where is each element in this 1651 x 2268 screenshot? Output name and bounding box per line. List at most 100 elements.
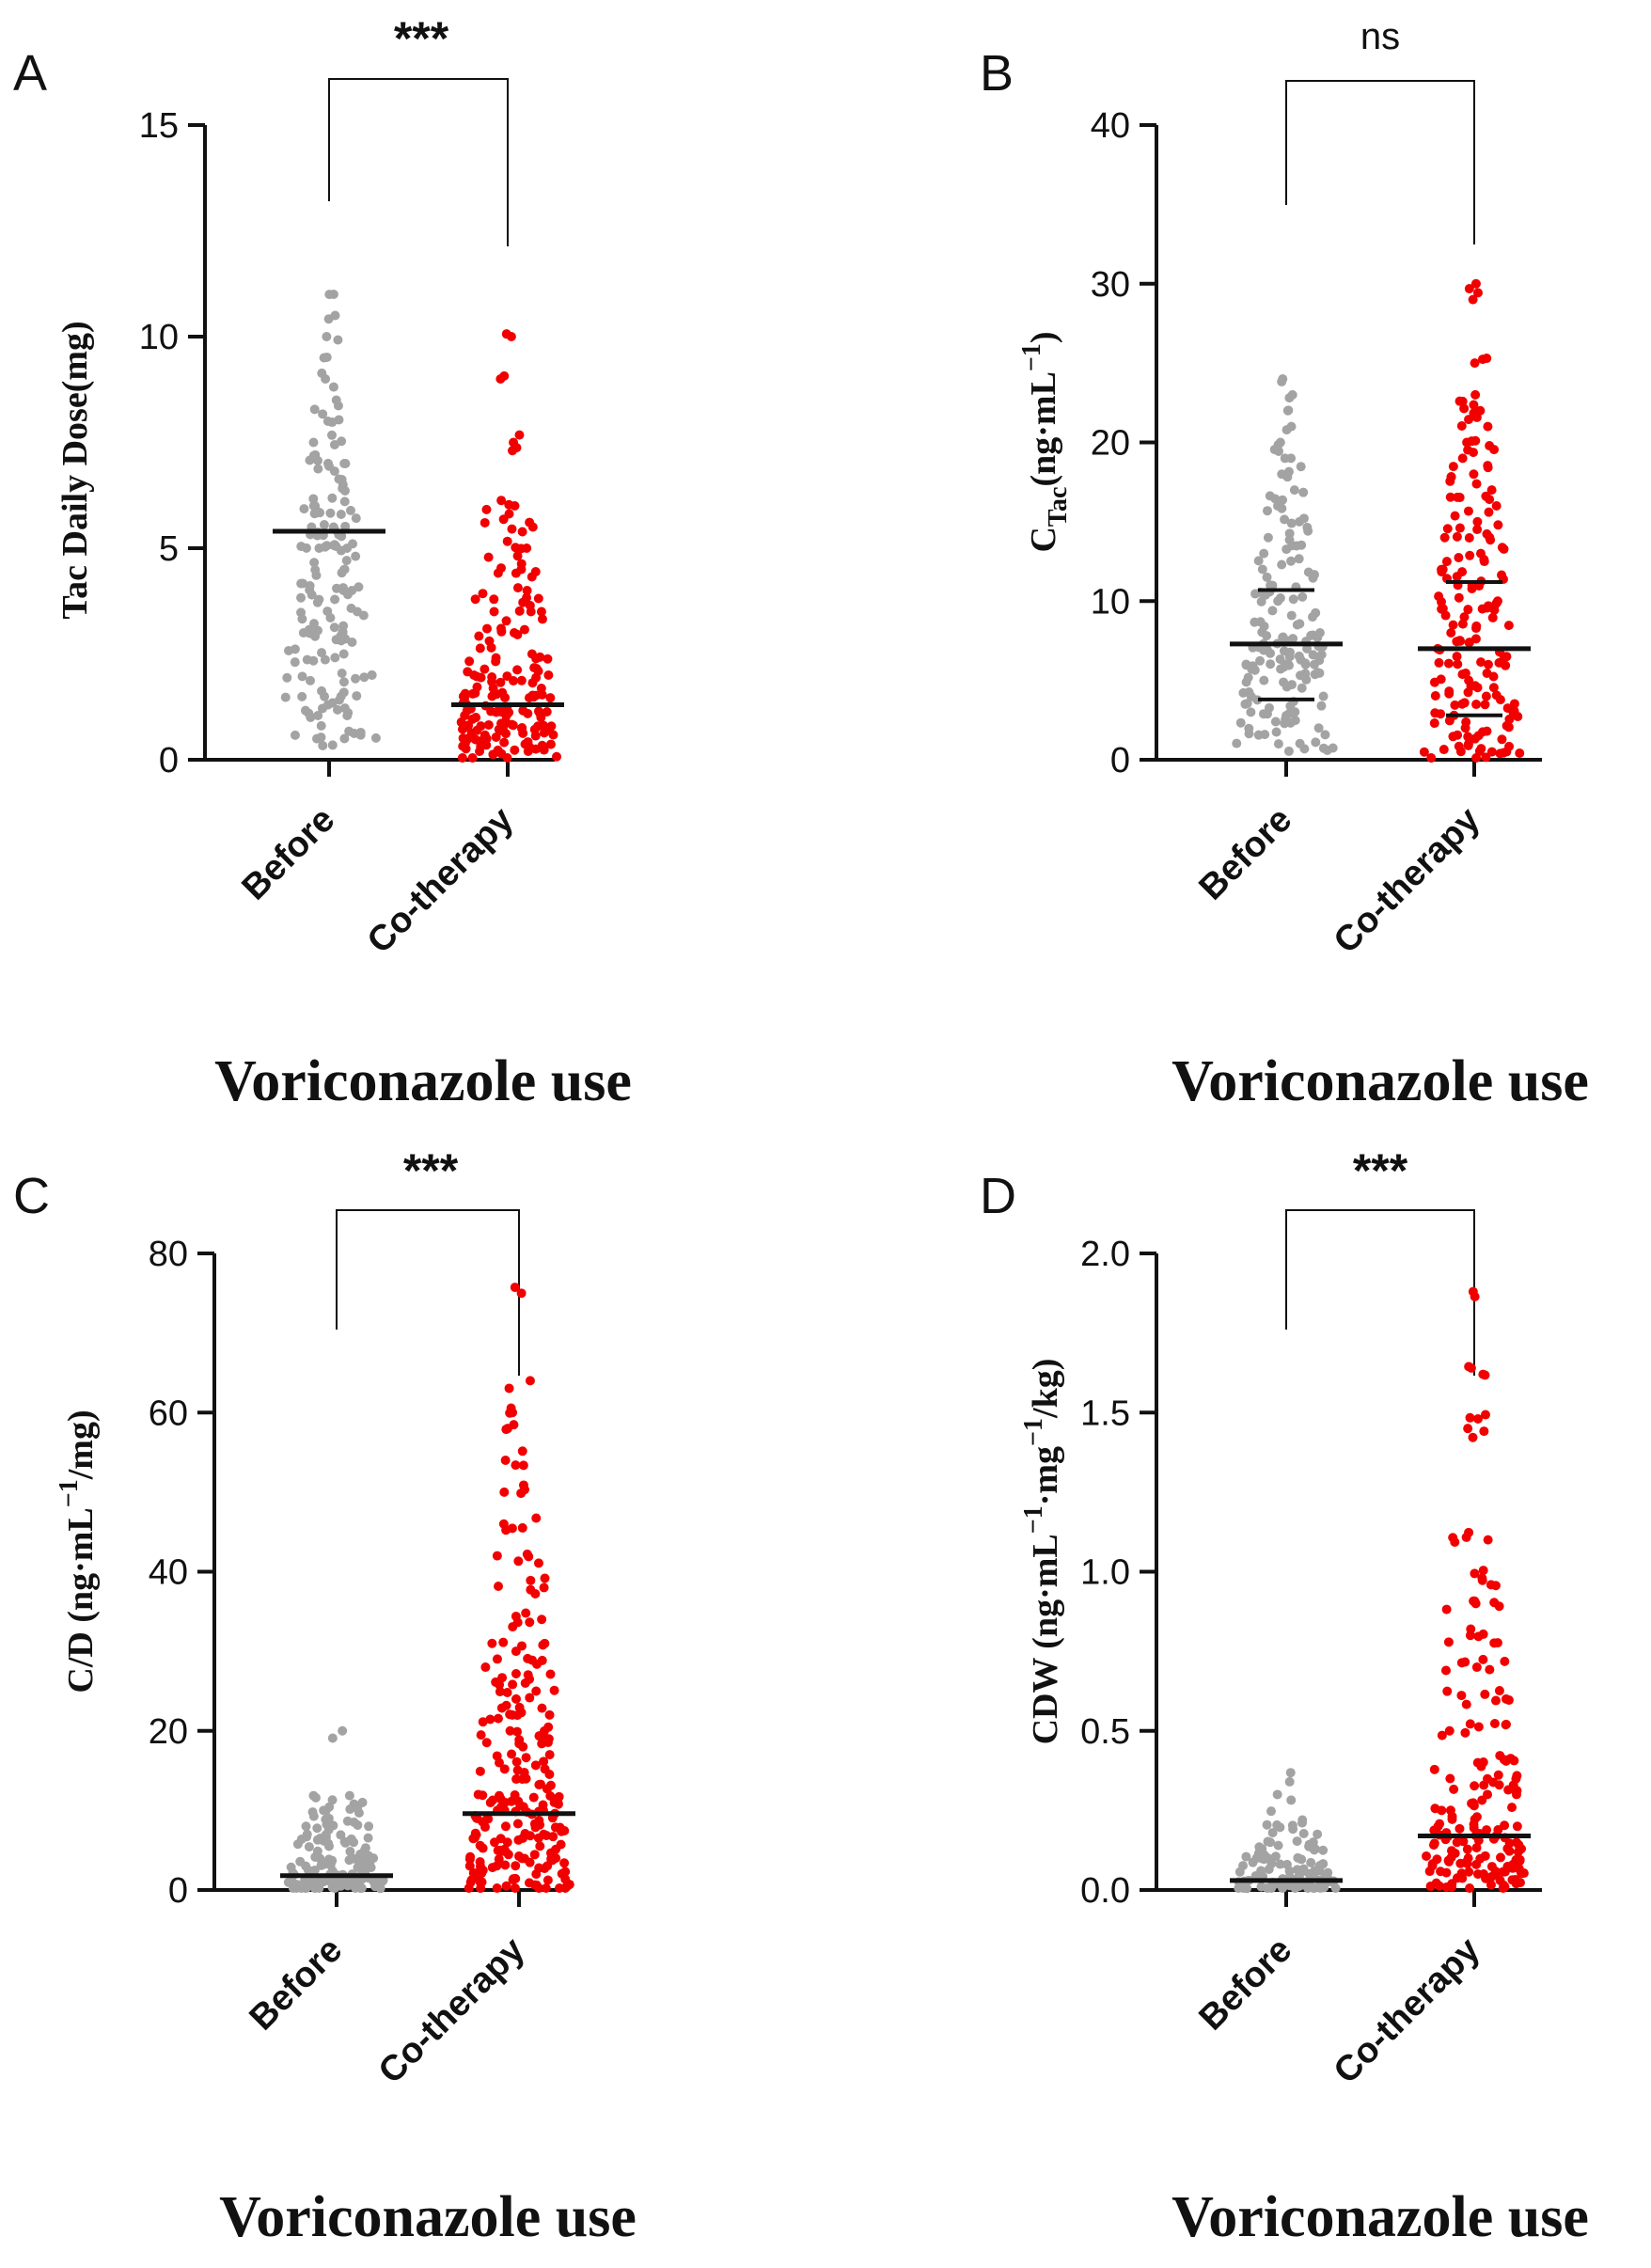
data-point-fill [1437, 1730, 1447, 1740]
data-point-fill [1460, 668, 1470, 678]
data-point-fill [1481, 491, 1491, 501]
data-point-fill [1292, 620, 1302, 630]
data-point-fill [518, 1460, 528, 1471]
data-point-fill [545, 739, 556, 749]
data-point-fill [1442, 1686, 1453, 1696]
data-point-fill [1494, 1686, 1504, 1696]
significance-bracket [1285, 80, 1475, 244]
data-point-fill [1275, 593, 1285, 604]
data-point-fill [1473, 1722, 1484, 1732]
data-point-fill [517, 527, 527, 537]
data-point-fill [527, 572, 537, 582]
data-point-fill [324, 290, 335, 300]
data-point-fill [537, 1655, 547, 1665]
data-point-fill [322, 606, 333, 617]
data-point-fill [502, 536, 512, 546]
data-point-fill [358, 1857, 369, 1867]
y-tick-label: 20 [149, 1712, 188, 1752]
data-point-fill [1255, 655, 1266, 666]
data-point-fill [322, 352, 332, 362]
data-point-fill [512, 583, 523, 593]
y-axis-label-c-main: C/D (ng·mL [61, 1507, 101, 1693]
data-point-fill [493, 1713, 503, 1724]
data-point-fill [508, 1622, 518, 1632]
data-point-fill [1266, 659, 1276, 669]
data-point-fill [1260, 730, 1270, 740]
data-point-fill [530, 1760, 541, 1771]
data-point-fill [533, 706, 543, 717]
data-point-fill [463, 667, 473, 677]
x-tick-label-0: Before [1192, 1930, 1300, 2039]
x-axis-title-a: Voriconazole use [214, 1049, 632, 1113]
x-axis-title-d: Voriconazole use [1171, 2185, 1589, 2249]
data-point-fill [1465, 550, 1475, 560]
data-point-fill [492, 1654, 502, 1664]
data-point-fill [487, 1638, 497, 1648]
data-point-fill [1454, 592, 1464, 603]
data-point-fill [360, 1843, 370, 1853]
data-point-fill [349, 1802, 359, 1812]
data-point-fill [1277, 376, 1287, 386]
x-axis-title-b: Voriconazole use [1171, 1049, 1589, 1113]
data-point-fill [309, 558, 320, 568]
data-point-fill [1464, 532, 1474, 543]
data-point-fill [317, 368, 327, 378]
data-point-fill [465, 1851, 476, 1862]
data-point-fill [1276, 664, 1286, 674]
y-tick-label: 0 [168, 1871, 188, 1911]
data-point-fill [1454, 636, 1465, 646]
data-point-fill [327, 1733, 338, 1743]
data-point-fill [525, 600, 535, 610]
data-point-fill [1243, 672, 1253, 683]
data-point-fill [1238, 1861, 1249, 1871]
data-point-fill [1316, 701, 1327, 711]
data-point-fill [1485, 441, 1495, 451]
significance-bracket [1285, 1209, 1475, 1376]
data-point-fill [1468, 1432, 1478, 1442]
data-point-fill [1434, 657, 1444, 668]
data-point-fill [496, 748, 507, 759]
data-point-fill [1296, 462, 1306, 472]
data-point-fill [1507, 1803, 1517, 1813]
data-point-fill [1442, 524, 1453, 534]
data-point-fill [457, 753, 467, 763]
data-point-fill [548, 730, 558, 740]
data-point-fill [536, 683, 546, 693]
data-point-fill [518, 705, 528, 716]
data-point-fill [1297, 683, 1307, 693]
data-point-fill [1470, 1568, 1480, 1579]
data-point-fill [1481, 1873, 1491, 1883]
data-point-fill [302, 654, 312, 665]
data-point-fill [536, 1779, 546, 1789]
data-point-fill [1471, 700, 1482, 710]
data-point-fill [1308, 650, 1318, 660]
data-point-fill [506, 1403, 516, 1413]
data-point-fill [1515, 1856, 1525, 1866]
data-point [1468, 294, 1478, 305]
y-tick-label: 0 [1110, 741, 1130, 780]
data-point-fill [480, 730, 490, 740]
data-point-fill [465, 1877, 476, 1887]
data-point-fill [297, 671, 307, 682]
plot-area-a: 0 5 10 15 Before Co-therapy [139, 78, 564, 961]
data-point-fill [478, 1866, 488, 1876]
data-point-fill [1469, 400, 1479, 410]
data-point-fill [367, 669, 377, 680]
data-point [480, 1662, 491, 1673]
data-point [539, 1583, 549, 1593]
data-point-fill [513, 1556, 524, 1567]
data-point-fill [511, 1861, 521, 1871]
data-point-fill [1430, 1803, 1440, 1814]
data-point-fill [1232, 738, 1242, 748]
data-point-fill [304, 708, 314, 718]
significance-bracket [328, 78, 509, 246]
data-point-fill [1292, 1836, 1302, 1847]
x-tick-label-0: Before [1192, 800, 1300, 908]
data-point-fill [1273, 440, 1283, 450]
data-point [1246, 707, 1256, 717]
data-point-fill [1514, 1864, 1524, 1874]
data-point-fill [1502, 703, 1513, 714]
data-point-fill [1318, 743, 1329, 753]
panel-b: B 0 10 20 30 40 Before Co-therapy ns CTac(ng·m… [980, 16, 1589, 1113]
data-point-fill [542, 654, 553, 664]
